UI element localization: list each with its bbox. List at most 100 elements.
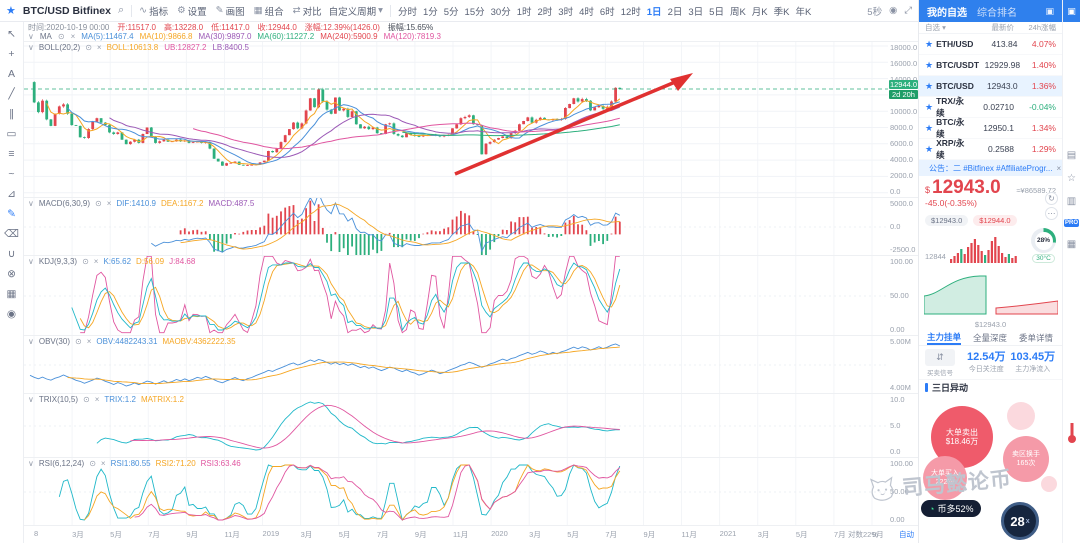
tab-rankings[interactable]: 综合排名 bbox=[977, 7, 1017, 19]
watchlist-row[interactable]: ★ BTC/USDT 12929.98 1.40% bbox=[919, 55, 1062, 76]
timeframe-6时[interactable]: 6时 bbox=[599, 6, 615, 18]
fullscreen-icon[interactable]: ⤢ bbox=[904, 5, 912, 16]
indicator-settings-icon[interactable]: ⊙ bbox=[94, 199, 102, 208]
favorite-icon[interactable]: ★ bbox=[925, 59, 934, 70]
refresh-icon[interactable]: ↻ bbox=[1045, 192, 1058, 205]
fib-tool-icon[interactable]: ≡ bbox=[8, 147, 15, 160]
panel-tool-icon[interactable]: ▦ bbox=[6, 287, 17, 300]
combo-button[interactable]: ▦ 组合 bbox=[253, 5, 284, 18]
timeframe-月K[interactable]: 月K bbox=[751, 6, 768, 18]
anomaly-bubble[interactable] bbox=[1007, 402, 1035, 430]
indicator-settings-icon[interactable]: ⊙ bbox=[82, 257, 89, 266]
indicator-close-icon[interactable]: × bbox=[86, 337, 92, 346]
anomaly-bubble[interactable]: 大单买入 222次 bbox=[923, 456, 967, 500]
favorite-symbol-icon[interactable]: ★ bbox=[6, 5, 16, 17]
camera-tool-icon[interactable]: ◉ bbox=[6, 307, 17, 320]
signal-box[interactable]: ⇵ 买卖信号 bbox=[925, 348, 955, 377]
indicator-close-icon[interactable]: × bbox=[94, 395, 100, 404]
compare-button[interactable]: ⇄ 对比 bbox=[292, 5, 322, 18]
favorite-icon[interactable]: ★ bbox=[925, 101, 934, 112]
timeframe-季K[interactable]: 季K bbox=[773, 6, 790, 18]
text-tool-icon[interactable]: A bbox=[7, 67, 15, 80]
announcement-bar[interactable]: 公告：二 #Bitfinex #AffiliateProgr... × bbox=[919, 160, 1062, 176]
pane-macd[interactable]: ∨ MACD(6,30,9) ⊙ × DIF:1410.9 DEA:1167.2 M… bbox=[24, 197, 918, 255]
brush-tool-icon[interactable]: ✎ bbox=[7, 207, 16, 220]
col-price[interactable]: 最新价 bbox=[991, 23, 1015, 32]
watchlist-row[interactable]: ★ ETH/USD 413.84 4.07% bbox=[919, 34, 1062, 55]
indicator-close-icon[interactable]: × bbox=[106, 199, 112, 208]
timeframe-2时[interactable]: 2时 bbox=[537, 6, 553, 18]
anomaly-bubble[interactable]: 卖区换手 165次 bbox=[1003, 436, 1049, 482]
watchlist-row[interactable]: ★ XRP/永续 0.2588 1.29% bbox=[919, 138, 1062, 160]
collapse-icon[interactable]: ∨ bbox=[28, 395, 34, 404]
timeframe-1日[interactable]: 1日 bbox=[646, 6, 662, 18]
anomaly-bubble[interactable] bbox=[1041, 476, 1057, 492]
sentiment-pill[interactable]: ◔ 币多52% bbox=[921, 500, 982, 517]
favorite-icon[interactable]: ★ bbox=[925, 80, 934, 91]
rect-tool-icon[interactable]: ▭ bbox=[6, 127, 17, 140]
favorite-icon[interactable]: ★ bbox=[925, 122, 934, 133]
close-icon[interactable]: × bbox=[1056, 163, 1062, 173]
floating-badge[interactable]: 28 x bbox=[1001, 502, 1039, 540]
timeframe-分时[interactable]: 分时 bbox=[397, 6, 417, 18]
crosshair-tool-icon[interactable]: + bbox=[8, 47, 15, 60]
collapse-icon[interactable]: ∨ bbox=[28, 257, 34, 266]
channel-tool-icon[interactable]: ∥ bbox=[8, 107, 15, 120]
wave-tool-icon[interactable]: ~ bbox=[8, 167, 15, 180]
indicator-close-icon[interactable]: × bbox=[93, 257, 99, 266]
main-price-pane[interactable]: ∨ BOLL(20,2) ⊙ × BOLL:10613.8 UB:12827.2 L… bbox=[24, 41, 918, 197]
collapse-icon[interactable]: ∨ bbox=[28, 337, 34, 346]
grid-icon[interactable]: ▦ bbox=[1066, 239, 1077, 250]
ma-settings-icon[interactable]: ⊙ bbox=[57, 32, 65, 41]
delete-tool-icon[interactable]: ⊗ bbox=[7, 267, 16, 280]
depth-chart[interactable] bbox=[923, 268, 1059, 316]
pane-kdj[interactable]: ∨ KDJ(9,3,3) ⊙ × K:65.62 D:56.09 J:84.68 1… bbox=[24, 255, 918, 335]
layout-icon[interactable]: ▥ bbox=[1066, 196, 1077, 207]
indicator-settings-icon[interactable]: ⊙ bbox=[82, 395, 90, 404]
timeframe-3日[interactable]: 3日 bbox=[688, 6, 704, 18]
favorite-icon[interactable]: ★ bbox=[925, 143, 934, 154]
collapse-panel-icon[interactable]: ▣ bbox=[1067, 5, 1076, 16]
auto-scale-button[interactable]: 自动 bbox=[899, 530, 914, 539]
t​ab-watchlist[interactable]: 我的自选 bbox=[927, 7, 967, 19]
pro-badge[interactable]: PRO bbox=[1063, 219, 1079, 227]
scale-label[interactable]: 对数22% bbox=[847, 530, 878, 539]
col-change[interactable]: 24h涨幅 bbox=[1028, 23, 1056, 32]
timeframe-年K[interactable]: 年K bbox=[795, 6, 812, 18]
indicator-button[interactable]: ∿ 指标 bbox=[139, 5, 169, 18]
timeframe-12时[interactable]: 12时 bbox=[620, 6, 641, 18]
thermometer-icon[interactable] bbox=[1067, 420, 1077, 444]
collapse-icon[interactable]: ∨ bbox=[28, 32, 34, 41]
collapse-icon[interactable]: ∨ bbox=[28, 199, 34, 208]
indicator-settings-icon[interactable]: ⊙ bbox=[89, 459, 96, 468]
boll-close-icon[interactable]: × bbox=[96, 43, 102, 52]
refresh-interval[interactable]: 5秒 bbox=[867, 6, 883, 18]
camera-icon[interactable]: ◉ bbox=[889, 5, 898, 16]
candlestick-chart[interactable] bbox=[24, 42, 888, 197]
angle-tool-icon[interactable]: ⊿ bbox=[7, 187, 16, 200]
collapse-icon[interactable]: ∨ bbox=[28, 43, 34, 52]
depth-tab[interactable]: 全量深度 bbox=[973, 332, 1008, 343]
magnet-tool-icon[interactable]: ∪ bbox=[7, 247, 16, 260]
panel-icon[interactable]: ▤ bbox=[1066, 150, 1077, 161]
timeframe-4时[interactable]: 4时 bbox=[579, 6, 594, 18]
col-pair[interactable]: 自选 ▾ bbox=[925, 23, 946, 32]
timeframe-3时[interactable]: 3时 bbox=[558, 6, 574, 18]
timeframe-5日[interactable]: 5日 bbox=[709, 6, 724, 18]
window-icon[interactable]: ▣ bbox=[1045, 5, 1054, 16]
pane-trix[interactable]: ∨ TRIX(10,5) ⊙ × TRIX:1.2 MATRIX:1.2 10.0… bbox=[24, 393, 918, 457]
pane-rsi[interactable]: ∨ RSI(6,12,24) ⊙ × RSI1:80.55 RSI2:71.20 R… bbox=[24, 457, 918, 525]
pane-obv[interactable]: ∨ OBV(30) ⊙ × OBV:4482243.31 MAOBV:436222… bbox=[24, 335, 918, 393]
timeframe-30分[interactable]: 30分 bbox=[490, 6, 511, 18]
boll-settings-icon[interactable]: ⊙ bbox=[85, 43, 92, 52]
more-icon[interactable]: ⋯ bbox=[1045, 207, 1058, 220]
watchlist-row[interactable]: ★ TRX/永续 0.02710 -0.04% bbox=[919, 96, 1062, 118]
watchlist-row[interactable]: ★ BTC/USD 12943.0 1.36% bbox=[919, 76, 1062, 97]
timeframe-15分[interactable]: 15分 bbox=[464, 6, 485, 18]
search-icon[interactable]: ⌕ bbox=[117, 4, 125, 16]
timeframe-周K[interactable]: 周K bbox=[729, 6, 746, 18]
timeframe-1时[interactable]: 1时 bbox=[516, 6, 532, 18]
cursor-tool-icon[interactable]: ↖ bbox=[7, 27, 16, 40]
watchlist-row[interactable]: ★ BTC/永续 12950.1 1.34% bbox=[919, 117, 1062, 139]
timeframe-1分[interactable]: 1分 bbox=[422, 6, 438, 18]
